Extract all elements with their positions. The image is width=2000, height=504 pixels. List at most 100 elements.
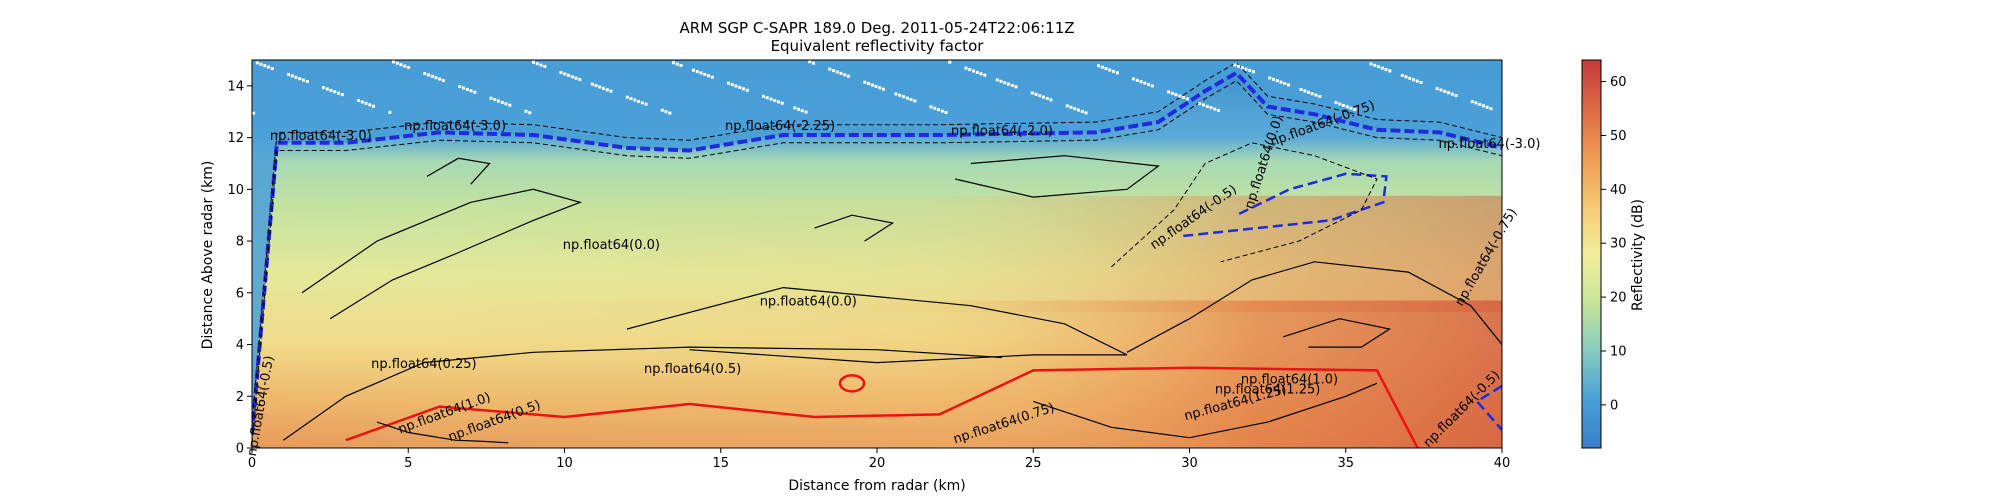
speckle-dot bbox=[290, 74, 294, 78]
speckle-dot bbox=[578, 78, 582, 82]
speckle-dot bbox=[1272, 77, 1275, 81]
speckle-dot bbox=[707, 74, 710, 78]
speckle-dot bbox=[1377, 65, 1380, 69]
speckle-dot bbox=[1237, 64, 1240, 68]
speckle-dot bbox=[1345, 105, 1349, 109]
speckle-dot bbox=[780, 101, 784, 105]
speckle-dot bbox=[1108, 68, 1112, 72]
speckle-dot bbox=[742, 87, 745, 91]
speckle-dot bbox=[1318, 95, 1322, 98]
speckle-dot bbox=[745, 88, 749, 92]
y-tick-label: 14 bbox=[227, 79, 244, 94]
speckle-dot bbox=[1419, 81, 1423, 84]
speckle-dot bbox=[1030, 91, 1034, 95]
speckle-dot bbox=[438, 77, 442, 81]
speckle-dot bbox=[263, 64, 267, 68]
contour-black bbox=[376, 421, 509, 444]
speckle-dot bbox=[1454, 94, 1458, 97]
speckle-dot bbox=[972, 69, 975, 73]
y-tick-label: 8 bbox=[236, 235, 244, 250]
speckle-dot bbox=[1485, 105, 1489, 109]
x-axis-label: Distance from radar (km) bbox=[788, 478, 965, 494]
speckle-dot bbox=[395, 61, 399, 65]
speckle-dot bbox=[364, 101, 368, 105]
speckle-dot bbox=[1167, 90, 1170, 94]
speckle-dot bbox=[668, 111, 672, 115]
speckle-dot bbox=[528, 111, 532, 115]
speckle-dot bbox=[839, 71, 843, 75]
y-tick-label: 12 bbox=[227, 131, 244, 146]
speckle-dot bbox=[629, 97, 633, 101]
speckle-dot bbox=[625, 95, 629, 99]
contour-red bbox=[838, 374, 866, 393]
speckle-dot bbox=[1097, 64, 1100, 68]
speckle-dot bbox=[1408, 76, 1412, 80]
speckle-dot bbox=[1100, 65, 1104, 69]
speckle-dot bbox=[1182, 96, 1185, 99]
contour-black bbox=[814, 214, 895, 242]
speckle-dot bbox=[1439, 88, 1443, 92]
speckle-dot bbox=[1170, 91, 1174, 95]
speckle-dot bbox=[1042, 95, 1045, 99]
speckle-dot bbox=[1178, 94, 1182, 98]
speckle-dot bbox=[399, 63, 403, 67]
speckle-dot bbox=[1275, 79, 1279, 83]
speckle-dot bbox=[570, 75, 574, 79]
y-tick-label: 4 bbox=[236, 338, 244, 353]
chart-title: ARM SGP C-SAPR 189.0 Deg. 2011-05-24T22:… bbox=[679, 19, 1074, 37]
speckle-dot bbox=[777, 100, 780, 104]
speckle-dot bbox=[878, 86, 882, 90]
speckle-dot bbox=[762, 94, 765, 98]
speckle-dot bbox=[832, 69, 835, 73]
colorbar-tick-label: 50 bbox=[1610, 129, 1627, 144]
speckle-dot bbox=[1349, 106, 1353, 110]
speckle-dot bbox=[590, 82, 594, 86]
speckle-dot bbox=[664, 110, 668, 114]
speckle-dot bbox=[999, 79, 1003, 83]
speckle-dot bbox=[567, 73, 570, 77]
speckle-dot bbox=[1474, 101, 1478, 105]
speckle-dot bbox=[727, 81, 730, 85]
speckle-dot bbox=[294, 75, 298, 79]
speckle-dot bbox=[1038, 94, 1042, 98]
speckle-dot bbox=[1384, 68, 1388, 71]
speckle-dot bbox=[835, 70, 839, 74]
speckle-dot bbox=[392, 60, 395, 64]
speckle-dot bbox=[1252, 70, 1255, 74]
speckle-dot bbox=[937, 108, 940, 112]
speckle-dot bbox=[995, 78, 999, 82]
contour-label: np.float64(0.0) bbox=[760, 295, 857, 310]
x-tick-label: 40 bbox=[1494, 456, 1511, 471]
speckle-dot bbox=[730, 83, 734, 87]
speckle-dot bbox=[1104, 67, 1108, 71]
speckle-dot bbox=[539, 63, 543, 67]
speckle-dot bbox=[1287, 83, 1290, 87]
speckle-dot bbox=[672, 61, 675, 65]
speckle-dot bbox=[1150, 84, 1154, 88]
speckle-dot bbox=[267, 65, 270, 69]
contour-black bbox=[1033, 382, 1378, 439]
colorbar-bar bbox=[1581, 59, 1602, 449]
speckle-dot bbox=[1310, 92, 1314, 96]
speckle-dot bbox=[1388, 69, 1392, 73]
speckle-dot bbox=[948, 60, 952, 64]
speckle-dot bbox=[427, 73, 430, 77]
speckle-dot bbox=[929, 105, 933, 109]
speckle-dot bbox=[489, 96, 493, 100]
contour-label: np.float64(-3.0) bbox=[404, 119, 506, 134]
speckle-dot bbox=[609, 89, 613, 93]
speckle-dot bbox=[800, 109, 804, 113]
speckle-dot bbox=[1077, 108, 1080, 112]
speckle-dot bbox=[1443, 89, 1447, 93]
speckle-dot bbox=[532, 60, 535, 64]
speckle-dot bbox=[1404, 75, 1408, 79]
contour-label: np.float64(0.25) bbox=[371, 357, 476, 372]
y-tick-label: 2 bbox=[236, 390, 244, 405]
speckle-dot bbox=[407, 66, 410, 69]
x-tick-label: 30 bbox=[1181, 456, 1198, 471]
speckle-dot bbox=[423, 72, 427, 76]
speckle-dot bbox=[500, 100, 504, 104]
speckle-dot bbox=[1034, 92, 1038, 96]
speckle-dot bbox=[1303, 89, 1307, 93]
speckle-dot bbox=[325, 87, 329, 91]
